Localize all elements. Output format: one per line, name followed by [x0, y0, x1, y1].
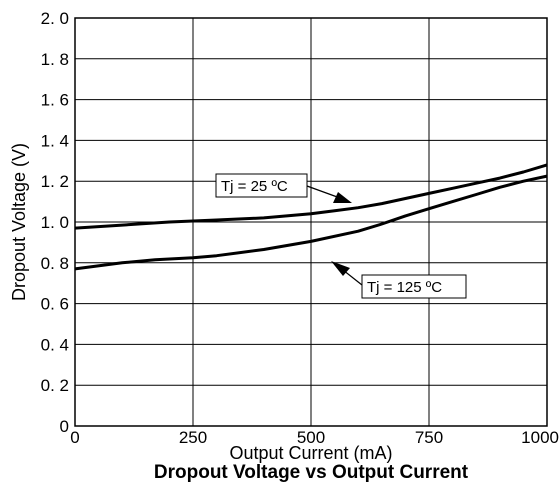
grid [74, 17, 548, 427]
x-tick-label: 500 [297, 428, 325, 447]
annotation-tj25-arrowhead [333, 192, 352, 203]
annotation-tj125: Tj = 125 ºC [331, 261, 467, 299]
series-lines [74, 163, 548, 271]
plot-frame [74, 17, 548, 427]
y-tick-label: 1. 0 [41, 213, 69, 232]
annotation-tj125-arrowhead [331, 261, 350, 276]
series-line-tj125 [74, 174, 548, 271]
annotation-tj125-box [361, 274, 467, 299]
x-tick-label: 750 [415, 428, 443, 447]
y-tick-label: 0. 2 [41, 376, 69, 395]
annotation-tj25-label: Tj = 25 ºC [221, 178, 288, 195]
x-tick-label: 0 [70, 428, 79, 447]
y-tick-labels: 0 0. 2 0. 4 0. 6 0. 8 1. 0 1. 2 1. 4 1. 6 1. 8 2. … [41, 9, 69, 436]
annotation-tj125-label: Tj = 125 ºC [367, 279, 442, 296]
y-tick-label: 1. 4 [41, 131, 69, 150]
y-tick-label: 0. 4 [41, 335, 69, 354]
y-tick-label: 1. 8 [41, 50, 69, 69]
y-tick-label: 0. 6 [41, 295, 69, 314]
annotation-tj25-box [215, 173, 308, 198]
x-tick-labels: 0 250 500 750 1000 [70, 428, 559, 447]
y-tick-label: 0. 8 [41, 254, 69, 273]
annotation-tj125-arrow-line [342, 269, 363, 286]
x-tick-label: 250 [179, 428, 207, 447]
y-tick-label: 0 [60, 417, 69, 436]
y-tick-label: 2. 0 [41, 9, 69, 28]
chart-title: Dropout Voltage vs Output Current [154, 462, 469, 483]
annotation-tj25: Tj = 25 ºC [215, 173, 352, 203]
series-line-tj25 [74, 163, 548, 230]
x-tick-label: 1000 [521, 428, 559, 447]
x-axis-label: Output Current (mA) [229, 443, 392, 463]
y-axis-label: Dropout Voltage (V) [9, 143, 29, 301]
y-tick-label: 1. 6 [41, 91, 69, 110]
annotation-tj25-arrow-line [306, 185, 341, 199]
y-tick-label: 1. 2 [41, 172, 69, 191]
